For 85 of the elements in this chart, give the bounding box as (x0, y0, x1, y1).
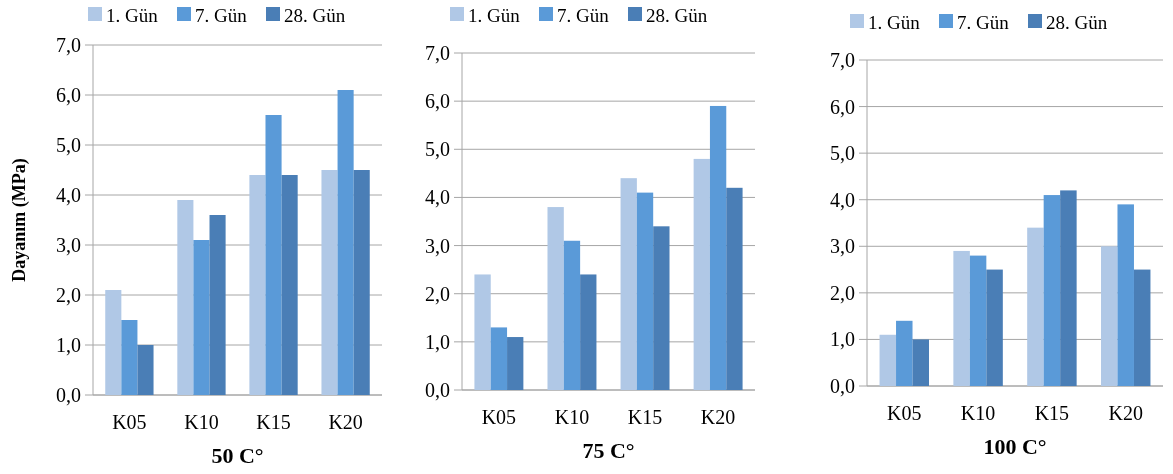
bar (353, 170, 370, 395)
y-tick-label: 4,0 (56, 184, 81, 206)
y-tick-label: 4,0 (830, 188, 855, 211)
bar (953, 250, 970, 386)
y-axis-title: Dayanım (MPa) (9, 158, 30, 282)
bar (653, 226, 670, 390)
bar (1133, 269, 1151, 386)
bar (1027, 227, 1044, 386)
bar (507, 337, 524, 390)
bar (693, 158, 710, 390)
x-tick-label: K15 (256, 411, 291, 433)
bar (1100, 246, 1118, 386)
y-tick-label: 3,0 (425, 234, 450, 257)
x-axis-title: 100 C° (983, 434, 1047, 459)
bar (726, 187, 743, 390)
y-tick-label: 0,0 (830, 375, 855, 397)
y-tick-label: 2,0 (425, 282, 450, 305)
x-axis-title: 75 C° (582, 438, 635, 463)
y-tick-label: 5,0 (56, 134, 81, 156)
y-tick-label: 6,0 (56, 84, 81, 106)
bar (177, 200, 194, 395)
legend-label: 7. Gün (957, 11, 1010, 33)
y-tick-label: 0,0 (56, 384, 81, 406)
x-tick-label: K20 (328, 411, 363, 433)
bar (337, 90, 354, 395)
y-tick-label: 5,0 (425, 138, 450, 161)
y-tick-label: 5,0 (830, 142, 855, 165)
bar (321, 170, 338, 395)
legend-label: 1. Gün (868, 11, 921, 33)
bar (912, 339, 930, 386)
y-tick-label: 6,0 (830, 95, 855, 118)
legend-label: 28. Gün (1046, 11, 1108, 33)
y-tick-label: 3,0 (830, 235, 855, 258)
bar (879, 334, 897, 386)
bar (580, 274, 597, 390)
legend-label: 28. Gün (646, 4, 708, 26)
y-tick-label: 2,0 (830, 281, 855, 304)
x-tick-label: K10 (960, 402, 996, 424)
legend-label: 7. Gün (195, 4, 248, 26)
legend-label: 28. Gün (284, 4, 346, 26)
bar (547, 207, 564, 390)
bar (265, 115, 282, 395)
x-tick-label: K15 (1034, 402, 1070, 424)
legend-label: 1. Gün (468, 4, 521, 26)
y-tick-label: 1,0 (425, 330, 450, 353)
x-tick-label: K05 (887, 402, 922, 424)
bar (209, 215, 226, 395)
y-tick-label: 4,0 (425, 186, 450, 209)
y-tick-label: 7,0 (56, 34, 81, 56)
y-tick-label: 7,0 (425, 42, 450, 64)
bar (969, 255, 987, 386)
bar (1117, 204, 1134, 386)
bar (563, 240, 581, 390)
y-tick-label: 1,0 (830, 328, 855, 351)
x-tick-label: K05 (481, 406, 517, 428)
x-tick-label: K20 (700, 406, 736, 428)
bar (490, 327, 508, 390)
bar (105, 290, 122, 395)
y-tick-label: 2,0 (56, 284, 81, 306)
bar (281, 175, 298, 395)
legend-label: 1. Gün (106, 4, 159, 26)
bar (636, 192, 654, 390)
bar (137, 345, 154, 395)
bar (1060, 190, 1077, 386)
bar (986, 269, 1003, 386)
x-tick-label: K15 (627, 406, 663, 428)
y-tick-label: 1,0 (56, 334, 81, 356)
bar (193, 240, 210, 395)
bar (249, 175, 266, 395)
x-tick-label: K05 (112, 411, 147, 433)
bar (709, 105, 727, 390)
x-tick-label: K10 (554, 406, 590, 428)
x-tick-label: K20 (1108, 402, 1143, 424)
bar (896, 320, 913, 386)
y-tick-label: 0,0 (425, 379, 450, 401)
x-tick-label: K10 (184, 411, 219, 433)
bar (474, 274, 491, 390)
y-tick-label: 6,0 (425, 90, 450, 113)
legend-label: 7. Gün (557, 4, 610, 26)
bar (121, 320, 138, 395)
y-tick-label: 3,0 (56, 234, 81, 256)
bar (620, 178, 637, 390)
x-axis-title: 50 C° (211, 443, 264, 468)
y-tick-label: 7,0 (830, 49, 855, 71)
bar (1043, 195, 1061, 386)
